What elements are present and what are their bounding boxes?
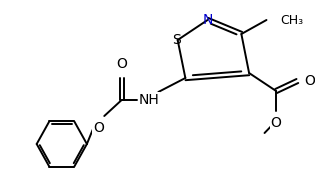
Text: O: O	[93, 121, 104, 135]
Text: NH: NH	[138, 93, 159, 107]
Text: S: S	[172, 33, 181, 47]
Text: O: O	[116, 57, 127, 71]
Text: O: O	[304, 74, 315, 88]
Text: N: N	[203, 13, 213, 27]
Text: O: O	[271, 116, 282, 130]
Text: CH₃: CH₃	[280, 14, 303, 27]
